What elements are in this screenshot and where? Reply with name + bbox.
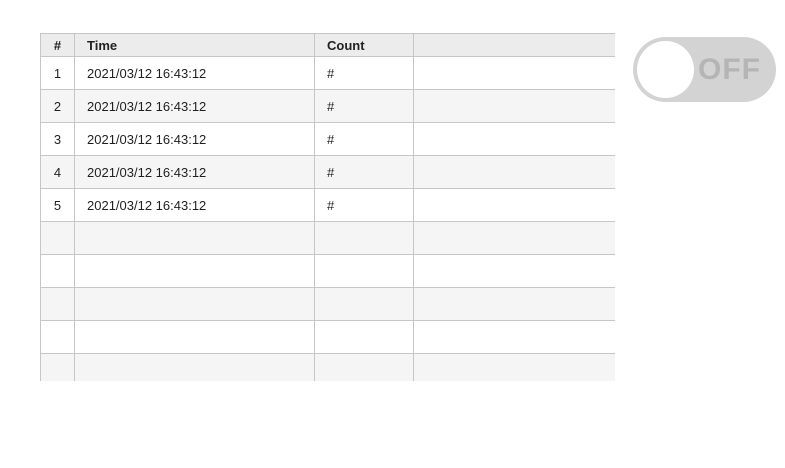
cell-blank bbox=[74, 320, 315, 354]
cell-index: 1 bbox=[40, 56, 75, 90]
cell-time: 2021/03/12 16:43:12 bbox=[74, 122, 315, 156]
cell-blank bbox=[40, 287, 75, 321]
column-header-blank bbox=[413, 33, 615, 57]
cell-count: # bbox=[314, 188, 414, 222]
table-header-row: # Time Count bbox=[40, 33, 615, 57]
cell-count: # bbox=[314, 56, 414, 90]
table-row: 3 2021/03/12 16:43:12 # bbox=[40, 122, 615, 156]
cell-blank bbox=[413, 56, 615, 90]
cell-count: # bbox=[314, 155, 414, 189]
cell-blank bbox=[74, 353, 315, 381]
column-header-index: # bbox=[40, 33, 75, 57]
cell-time: 2021/03/12 16:43:12 bbox=[74, 56, 315, 90]
column-header-time: Time bbox=[74, 33, 315, 57]
cell-blank bbox=[413, 89, 615, 123]
cell-count: # bbox=[314, 122, 414, 156]
table-row-empty bbox=[40, 221, 615, 255]
cell-blank bbox=[413, 320, 615, 354]
cell-blank bbox=[40, 320, 75, 354]
cell-count: # bbox=[314, 89, 414, 123]
cell-time: 2021/03/12 16:43:12 bbox=[74, 89, 315, 123]
cell-blank bbox=[413, 287, 615, 321]
table-row-empty bbox=[40, 254, 615, 288]
cell-blank bbox=[314, 221, 414, 255]
cell-index: 2 bbox=[40, 89, 75, 123]
table-row-empty bbox=[40, 353, 615, 381]
cell-blank bbox=[413, 353, 615, 381]
toggle-state-label: OFF bbox=[698, 52, 761, 86]
cell-index: 5 bbox=[40, 188, 75, 222]
column-header-count: Count bbox=[314, 33, 414, 57]
cell-blank bbox=[413, 254, 615, 288]
table-row: 4 2021/03/12 16:43:12 # bbox=[40, 155, 615, 189]
log-table-container: # Time Count 1 2021/03/12 16:43:12 # 2 2… bbox=[40, 33, 615, 381]
table-row: 1 2021/03/12 16:43:12 # bbox=[40, 56, 615, 90]
cell-blank bbox=[314, 254, 414, 288]
cell-blank bbox=[314, 353, 414, 381]
cell-time: 2021/03/12 16:43:12 bbox=[74, 155, 315, 189]
cell-blank bbox=[413, 155, 615, 189]
cell-blank bbox=[413, 188, 615, 222]
cell-blank bbox=[314, 320, 414, 354]
cell-blank bbox=[40, 353, 75, 381]
cell-blank bbox=[40, 221, 75, 255]
cell-blank bbox=[314, 287, 414, 321]
table-row-empty bbox=[40, 287, 615, 321]
table-row: 5 2021/03/12 16:43:12 # bbox=[40, 188, 615, 222]
cell-blank bbox=[74, 221, 315, 255]
toggle-switch[interactable]: OFF bbox=[633, 37, 776, 102]
cell-blank bbox=[413, 221, 615, 255]
log-table: # Time Count 1 2021/03/12 16:43:12 # 2 2… bbox=[40, 33, 615, 381]
cell-index: 4 bbox=[40, 155, 75, 189]
toggle-knob[interactable] bbox=[637, 41, 694, 98]
cell-blank bbox=[74, 287, 315, 321]
cell-time: 2021/03/12 16:43:12 bbox=[74, 188, 315, 222]
cell-blank bbox=[40, 254, 75, 288]
cell-index: 3 bbox=[40, 122, 75, 156]
table-row-empty bbox=[40, 320, 615, 354]
cell-blank bbox=[74, 254, 315, 288]
cell-blank bbox=[413, 122, 615, 156]
table-row: 2 2021/03/12 16:43:12 # bbox=[40, 89, 615, 123]
